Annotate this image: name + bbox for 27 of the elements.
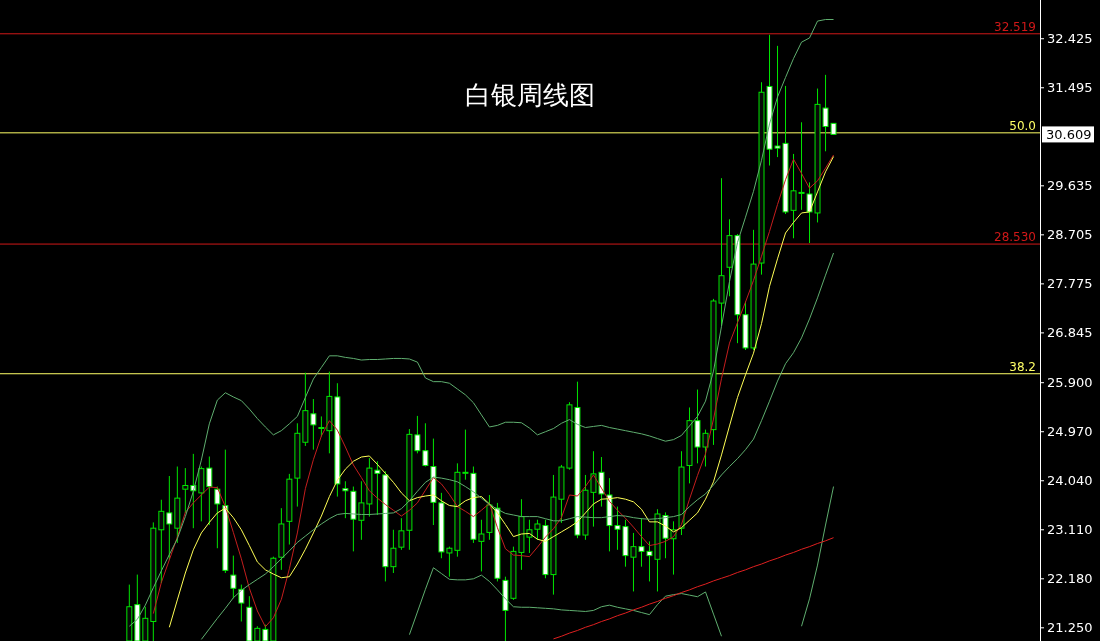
y-tick-label: 27.775 [1047,276,1093,292]
text: 30.609 [1046,127,1092,143]
y-tick-label: 21.250 [1047,620,1093,636]
ref-line-label: 28.530 [994,230,1036,245]
text: 白银周线图 [465,80,595,110]
line-series [200,252,835,640]
y-tick-label: 28.705 [1047,227,1093,243]
y-tick-label: 22.180 [1047,571,1093,587]
candlestick [214,486,221,549]
ref-line-label: 32.519 [994,19,1036,34]
candlestick [342,480,349,519]
line-series [552,537,835,640]
y-tick-label: 24.970 [1047,424,1093,440]
candlestick [206,456,213,526]
annotation: 50.0 [1009,118,1036,133]
candlestick [238,584,245,622]
y-tick-label: 29.635 [1047,178,1093,194]
y-tick-label: 25.900 [1047,375,1093,391]
y-tick-label: 26.845 [1047,325,1093,341]
y-tick-label: 24.040 [1047,473,1093,489]
y-tick-label: 32.425 [1047,31,1093,47]
y-tick-label: 23.110 [1047,522,1093,538]
y-tick-label: 31.495 [1047,80,1093,96]
candlestick [142,606,149,641]
annotation: 38.2 [1009,359,1036,374]
candlestick [182,467,189,514]
candlestick [230,555,237,599]
